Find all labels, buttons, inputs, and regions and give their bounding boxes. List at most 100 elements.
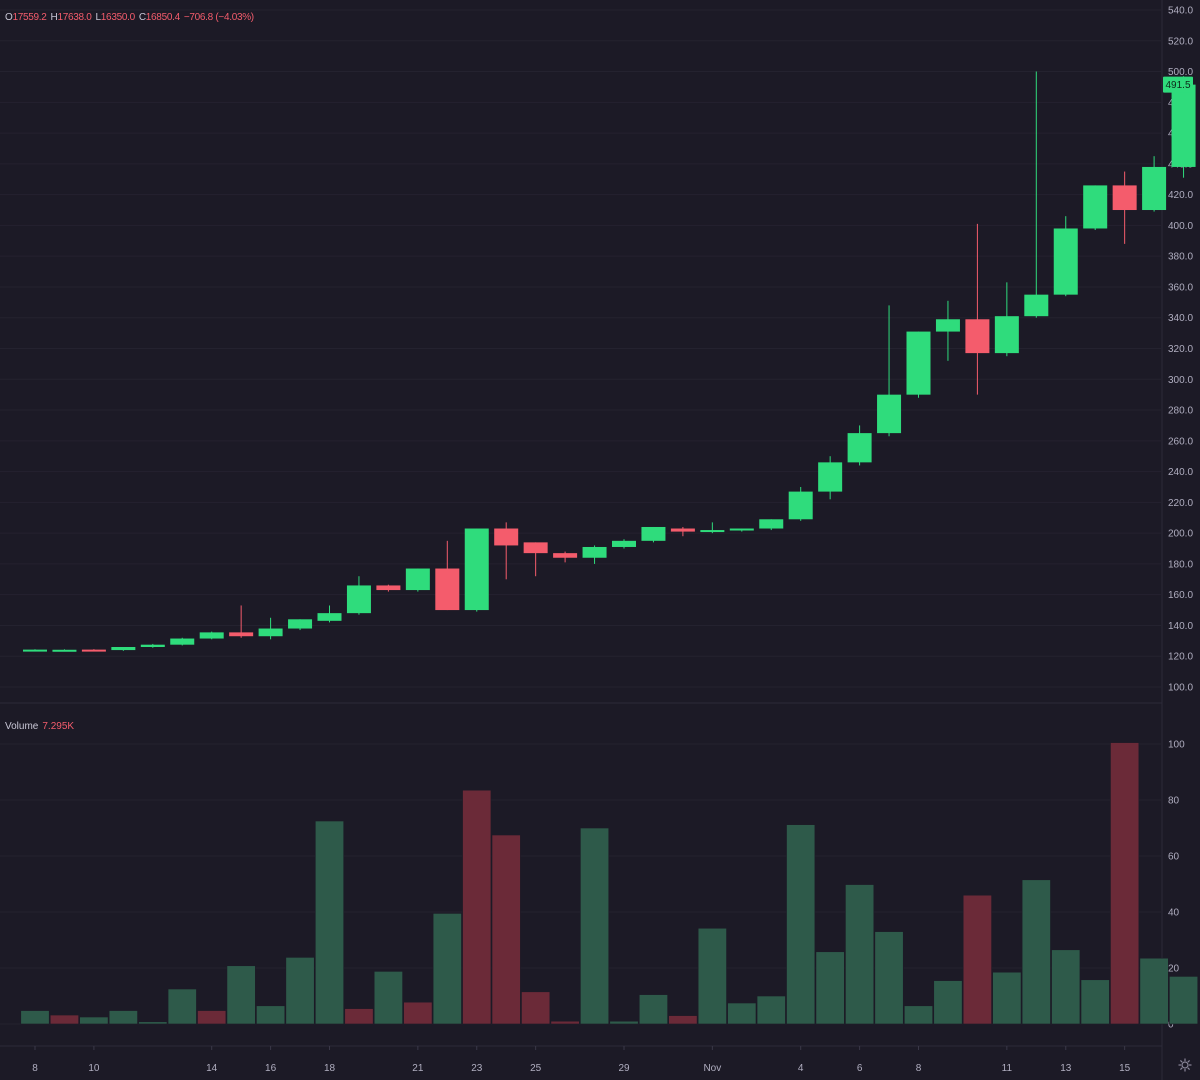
time-tick-label: 16 — [265, 1063, 277, 1074]
candle-up — [23, 649, 47, 652]
candle-up — [1083, 185, 1108, 229]
volume-bar — [756, 995, 786, 1025]
volume-bar — [344, 1008, 374, 1025]
volume-bar — [79, 1016, 109, 1025]
price-tick-label: 180.0 — [1168, 559, 1193, 570]
candle-down — [81, 649, 106, 652]
price-tick-label: 100.0 — [1168, 683, 1193, 694]
candle-down — [494, 528, 519, 546]
volume-bar — [462, 789, 492, 1025]
volume-bar — [138, 1021, 168, 1025]
price-tick-label: 380.0 — [1168, 252, 1193, 263]
volume-bar — [638, 994, 668, 1025]
volume-value: 7.295K — [42, 721, 75, 732]
high-value: 17638.0 — [57, 12, 92, 23]
candle-up — [788, 491, 813, 520]
time-tick-label: 14 — [206, 1063, 218, 1074]
volume-tick-label: 80 — [1168, 796, 1180, 807]
volume-bar — [432, 913, 462, 1025]
volume-tick-label: 100 — [1168, 740, 1185, 751]
volume-tick-label: 40 — [1168, 908, 1180, 919]
last-price-label: 491.5 — [1165, 80, 1190, 91]
candle-up — [111, 646, 136, 651]
price-tick-label: 360.0 — [1168, 282, 1193, 293]
volume-bar — [373, 971, 403, 1025]
candle-up — [288, 619, 313, 629]
candle-down — [229, 632, 254, 637]
volume-bar — [874, 931, 904, 1025]
volume-bar — [197, 1010, 227, 1025]
volume-bar — [845, 884, 875, 1025]
time-tick-label: 11 — [1002, 1063, 1013, 1074]
ohlc-legend: O17559.2 H17638.0 L16350.0 C16850.4 −706.8 (… — [5, 12, 254, 23]
price-tick-label: 200.0 — [1168, 529, 1193, 540]
volume-bar — [49, 1014, 79, 1025]
candle-up — [759, 519, 784, 529]
candle-up — [140, 644, 165, 647]
candle-down — [435, 568, 460, 611]
price-tick-label: 420.0 — [1168, 190, 1193, 201]
volume-bar — [903, 1005, 933, 1025]
candle-up — [935, 319, 960, 332]
time-tick-label: 10 — [88, 1063, 100, 1074]
volume-bar — [403, 1001, 433, 1025]
price-tick-label: 540.0 — [1168, 6, 1193, 17]
volume-bar — [491, 834, 521, 1025]
volume-bar — [521, 991, 551, 1025]
time-tick-label: 4 — [798, 1063, 804, 1074]
candle-up — [346, 585, 371, 614]
price-tick-label: 320.0 — [1168, 344, 1193, 355]
candle-down — [376, 585, 401, 591]
price-tick-label: 340.0 — [1168, 313, 1193, 324]
volume-bar — [668, 1015, 698, 1025]
volume-bar — [1139, 957, 1169, 1025]
change-value: −706.8 (−4.03%) — [183, 12, 254, 23]
candle-up — [1053, 228, 1078, 295]
price-tick-label: 240.0 — [1168, 467, 1193, 478]
candle-up — [700, 530, 725, 533]
candle-up — [464, 528, 489, 611]
time-tick-label: 8 — [916, 1063, 922, 1074]
time-tick-label: 29 — [618, 1063, 630, 1074]
candle-up — [258, 628, 283, 637]
volume-bar — [962, 894, 992, 1025]
candle-up — [906, 331, 931, 395]
low-value: 16350.0 — [100, 12, 135, 23]
price-tick-label: 500.0 — [1168, 67, 1193, 78]
close-value: 16850.4 — [145, 12, 180, 23]
candle-up — [1024, 294, 1049, 317]
candle-up — [52, 649, 77, 652]
time-tick-label: 18 — [324, 1063, 336, 1074]
candle-up — [170, 638, 195, 645]
candle-down — [965, 319, 990, 354]
volume-bar — [815, 951, 845, 1025]
volume-tick-label: 60 — [1168, 852, 1180, 863]
candle-up — [641, 526, 666, 541]
price-tick-label: 220.0 — [1168, 498, 1193, 509]
time-tick-label: 15 — [1119, 1063, 1131, 1074]
price-tick-label: 120.0 — [1168, 652, 1193, 663]
price-tick-label: 300.0 — [1168, 375, 1193, 386]
volume-bar — [285, 957, 315, 1025]
time-tick-label: 8 — [32, 1063, 38, 1074]
settings-gear-icon[interactable] — [1178, 1058, 1192, 1072]
candle-up — [317, 613, 342, 621]
candle-down — [670, 528, 695, 532]
volume-label: Volume — [5, 721, 39, 732]
candle-up — [847, 433, 872, 463]
candle-up — [729, 528, 754, 531]
volume-bar — [550, 1020, 580, 1025]
time-tick-label: 25 — [530, 1063, 542, 1074]
price-tick-label: 400.0 — [1168, 221, 1193, 232]
volume-bar — [1080, 979, 1110, 1025]
volume-bar — [256, 1005, 286, 1025]
price-tick-label: 160.0 — [1168, 590, 1193, 601]
candle-down — [523, 542, 548, 554]
volume-bar — [786, 824, 816, 1025]
time-tick-label: Nov — [703, 1063, 721, 1074]
volume-bar — [727, 1002, 757, 1025]
volume-bar — [1021, 879, 1051, 1025]
time-tick-label: 13 — [1060, 1063, 1072, 1074]
volume-bar — [609, 1020, 639, 1025]
